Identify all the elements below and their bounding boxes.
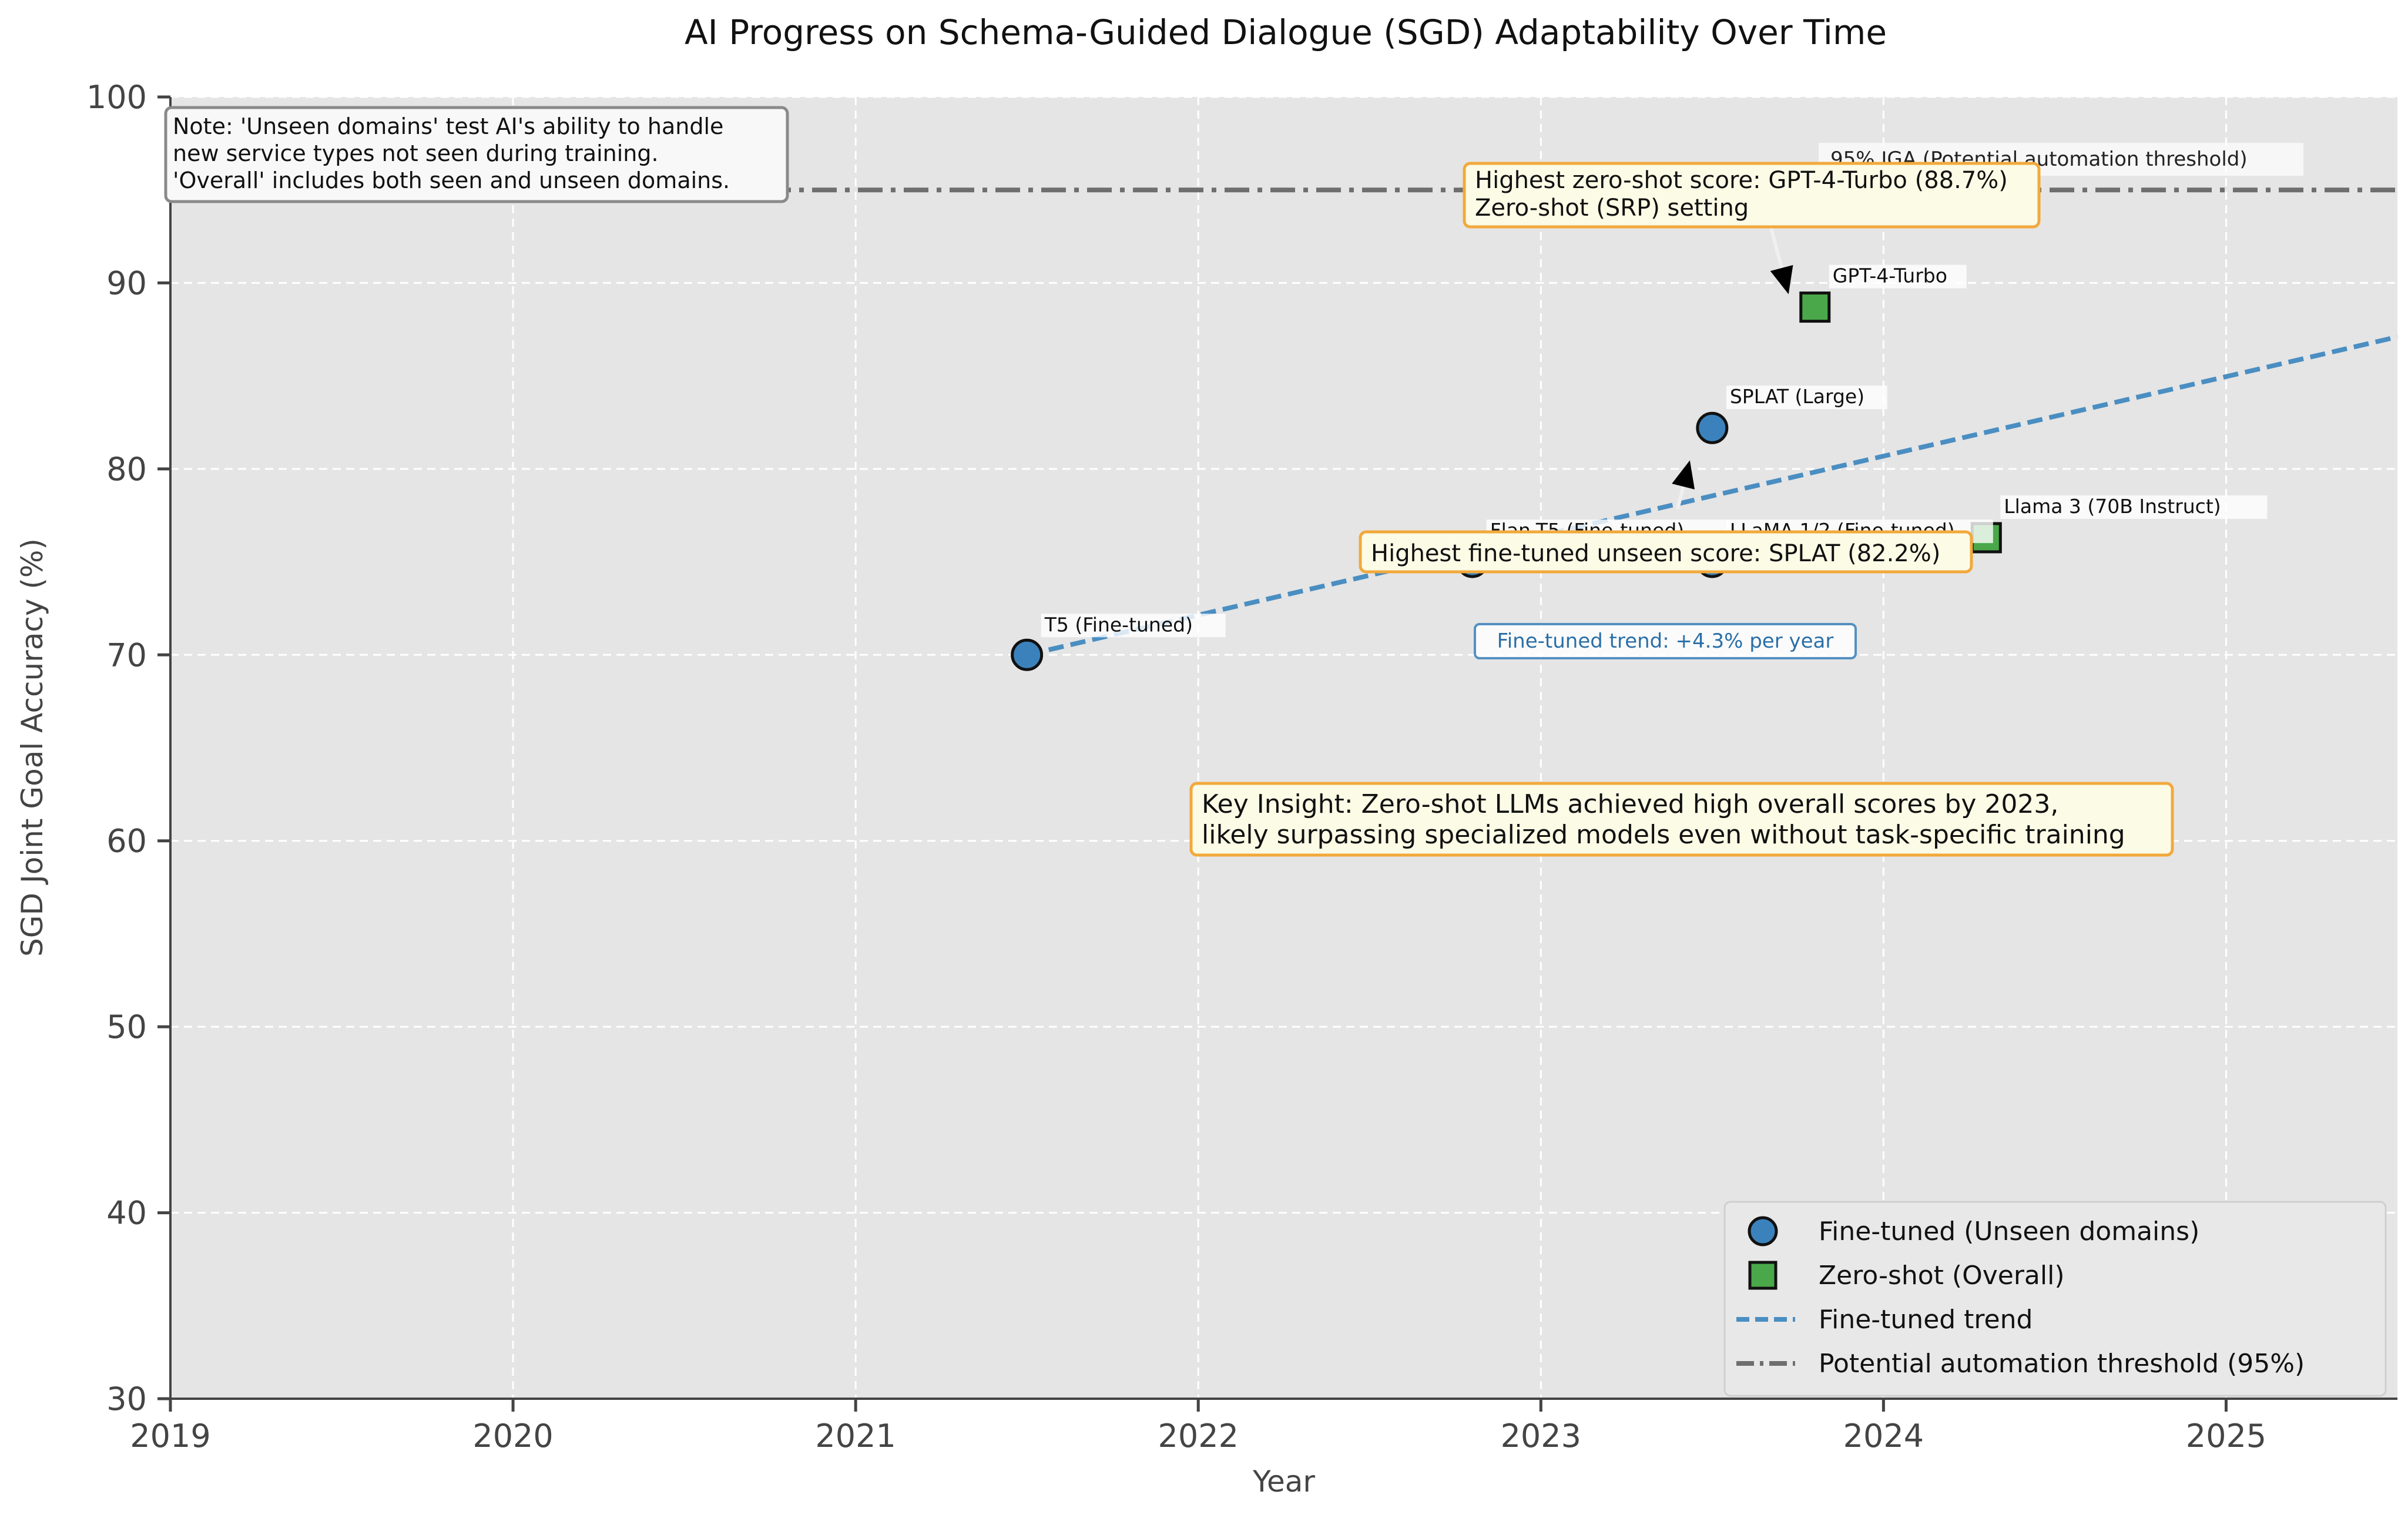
key-insight-box (1189, 782, 2174, 857)
annotation-boxes: Note: 'Unseen domains' test AI's ability… (164, 106, 2174, 857)
legend-label-threshold: Potential automation threshold (95%) (1819, 1349, 2305, 1379)
legend: Fine-tuned (Unseen domains) Zero-shot (Ov… (1723, 1201, 2387, 1397)
x-tick-label: 2023 (1501, 1418, 1581, 1455)
y-tick-label: 60 (106, 823, 147, 860)
y-tick-label: 30 (106, 1380, 147, 1418)
x-tick-label: 2020 (472, 1418, 553, 1455)
fine-tuned-best-line: Highest fine-tuned unseen score: SPLAT (… (1371, 540, 1940, 567)
arrow-fine-tuned-head (1672, 460, 1695, 490)
trend-line (1026, 334, 2398, 658)
y-tick-label: 80 (106, 451, 147, 488)
point-label-splat: SPLAT (Large) (1730, 385, 1864, 408)
y-tick-label: 100 (86, 79, 147, 116)
x-axis-label: Year (1252, 1465, 1315, 1499)
y-tick-label: 40 (106, 1195, 147, 1232)
note-line: 'Overall' includes both seen and unseen … (173, 167, 730, 193)
trend-group: Fine-tuned trend: +4.3% per year (1026, 334, 2398, 659)
x-tick-label: 2019 (130, 1418, 210, 1455)
point-fine-tuned (1011, 638, 1044, 671)
legend-box (1723, 1201, 2387, 1397)
y-tick-label: 90 (106, 264, 147, 301)
fine-tuned-best-box (1359, 530, 1973, 574)
point-label-llama-3-bg (2000, 495, 2268, 519)
legend-label-zero-shot: Zero-shot (Overall) (1819, 1261, 2065, 1291)
x-tick-label: 2025 (2186, 1418, 2266, 1455)
note-line: Note: 'Unseen domains' test AI's ability… (173, 113, 723, 139)
arrow-zero-shot-head (1770, 264, 1793, 294)
point-label-gpt4-turbo: GPT-4-Turbo (1833, 264, 1947, 287)
y-tick-label: 70 (106, 636, 147, 673)
key-insight-line: Key Insight: Zero-shot LLMs achieved hig… (1202, 789, 2058, 819)
trend-label-box (1474, 623, 1857, 659)
y-tick-label: 50 (106, 1008, 147, 1046)
legend-label-trend: Fine-tuned trend (1819, 1305, 2033, 1335)
trend-label: Fine-tuned trend: +4.3% per year (1497, 629, 1834, 653)
point-zero-shot (1799, 291, 1831, 323)
x-tick-label: 2022 (1158, 1418, 1239, 1455)
legend-label-fine-tuned: Fine-tuned (Unseen domains) (1819, 1217, 2199, 1246)
zero-shot-best-line: Highest zero-shot score: GPT-4-Turbo (88… (1475, 167, 2008, 194)
point-fine-tuned (1696, 411, 1729, 444)
note-box (164, 106, 789, 203)
zero-shot-best-line: Zero-shot (SRP) setting (1475, 195, 1749, 222)
axes: 2019 2020 2021 2022 2023 2024 2025 30 40 50 60 70 80… (86, 79, 2397, 1455)
point-label-t5: T5 (Fine-tuned) (1044, 613, 1193, 636)
point-label-gpt4-turbo-bg (1829, 264, 1967, 289)
point-label-splat-bg (1726, 386, 1887, 410)
legend-marker-fine-tuned (1748, 1216, 1778, 1246)
key-insight-line: likely surpassing specialized models eve… (1202, 820, 2125, 850)
plot-area (170, 97, 2397, 1399)
zero-shot-best-box (1463, 162, 2041, 229)
point-label-t5-bg (1041, 614, 1226, 638)
x-tick-label: 2021 (815, 1418, 896, 1455)
chart-title: AI Progress on Schema-Guided Dialogue (S… (685, 12, 1887, 52)
point-label-llama-3: Llama 3 (70B Instruct) (2004, 495, 2221, 518)
y-axis-label: SGD Joint Goal Accuracy (%) (15, 538, 49, 957)
x-tick-label: 2024 (1843, 1418, 1924, 1455)
legend-marker-zero-shot (1748, 1261, 1778, 1290)
note-line: new service types not seen during traini… (173, 140, 659, 166)
arrow-fine-tuned-shaft (1676, 486, 1685, 510)
